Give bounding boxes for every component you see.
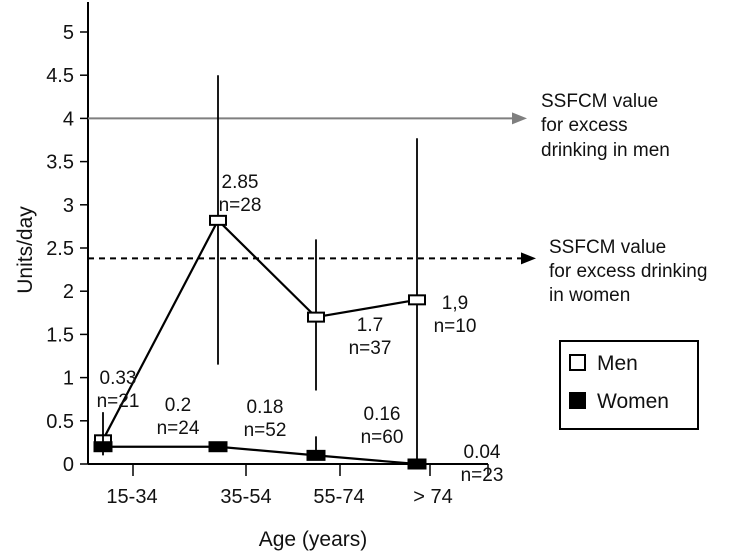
y-tick-label: 3.5 [46, 152, 74, 174]
x-tick-label: 35-54 [220, 486, 271, 508]
data-label-value: 0.33 [100, 368, 137, 389]
data-label-value: 0.16 [364, 404, 401, 425]
data-point-men [307, 311, 325, 323]
y-tick-label: 1.5 [46, 324, 74, 346]
y-tick-label: 3 [63, 195, 74, 217]
data-label-n: n=28 [219, 195, 262, 216]
data-label-value: 0.2 [165, 395, 191, 416]
data-label-n: n=24 [157, 418, 200, 439]
data-label-n: n=23 [461, 465, 504, 486]
data-point-men [408, 294, 426, 306]
data-label-value: 0.04 [464, 442, 501, 463]
x-axis-title: Age (years) [259, 528, 368, 551]
reference-line-label: drinking in men [541, 140, 670, 161]
reference-line-label: for excess [541, 115, 628, 136]
data-label-n: n=21 [97, 391, 140, 412]
series-line-women [103, 445, 418, 466]
series-line-men [102, 218, 418, 441]
y-tick-label: 0.5 [46, 411, 74, 433]
reference-line-arrow-1 [512, 112, 527, 125]
reference-line-arrow-2 [521, 252, 536, 265]
reference-line-label: SSFCM value [541, 91, 658, 112]
data-label-value: 0.18 [247, 397, 284, 418]
data-label-n: n=10 [434, 316, 477, 337]
data-label-value: 1.7 [357, 315, 383, 336]
y-tick-label: 2 [63, 281, 74, 303]
data-point-women [208, 441, 228, 453]
data-point-men [209, 214, 227, 226]
data-label-value: 2.85 [222, 172, 259, 193]
reference-line-label: for excess drinking [549, 261, 707, 282]
legend-marker-women [569, 392, 586, 409]
legend-marker-men [569, 354, 586, 371]
y-tick-label: 1 [63, 368, 74, 390]
x-tick-label: 15-34 [106, 486, 157, 508]
data-label-n: n=52 [244, 420, 287, 441]
x-tick-label: > 74 [413, 486, 452, 508]
reference-line-label: SSFCM value [549, 237, 666, 258]
y-tick-label: 0 [63, 454, 74, 476]
data-label-value: 1,9 [442, 293, 468, 314]
reference-line-label: in women [549, 285, 630, 306]
data-point-women [93, 441, 113, 453]
y-tick-label: 4 [63, 108, 74, 130]
data-point-women [407, 458, 427, 470]
y-tick-label: 5 [63, 22, 74, 44]
legend-label-men: Men [597, 352, 638, 375]
data-label-n: n=60 [361, 427, 404, 448]
y-tick-label: 2.5 [46, 238, 74, 260]
y-tick-label: 4.5 [46, 65, 74, 87]
legend-label-women: Women [597, 390, 669, 413]
data-point-women [306, 449, 326, 461]
data-label-n: n=37 [349, 338, 392, 359]
y-axis-title: Units/day [14, 206, 37, 294]
x-tick-label: 55-74 [313, 486, 364, 508]
